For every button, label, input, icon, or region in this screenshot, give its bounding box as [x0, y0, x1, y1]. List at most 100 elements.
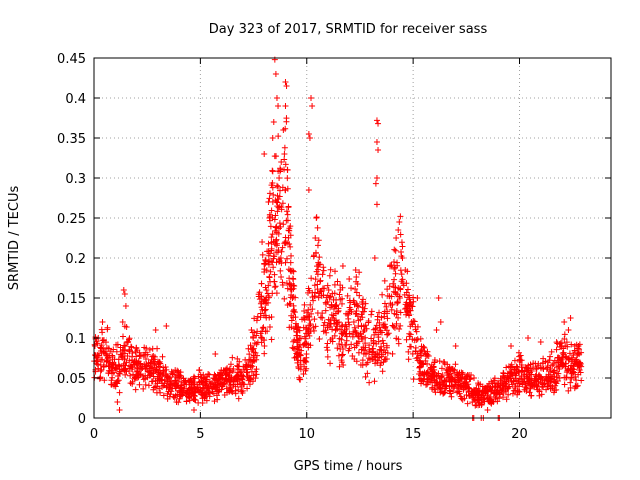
data-point — [157, 389, 164, 396]
data-point — [290, 314, 297, 321]
data-point — [317, 314, 324, 321]
data-point — [532, 375, 539, 382]
data-point — [253, 341, 260, 348]
data-point — [565, 356, 572, 363]
data-point — [551, 373, 558, 380]
data-point — [392, 284, 399, 291]
data-point — [371, 255, 378, 261]
data-point — [279, 281, 286, 288]
data-point — [327, 336, 334, 343]
data-point — [337, 296, 344, 303]
data-point — [300, 371, 307, 378]
data-point — [383, 344, 390, 351]
data-point — [338, 323, 345, 330]
data-point — [317, 277, 324, 284]
data-point — [422, 351, 429, 358]
data-point — [136, 381, 143, 388]
data-point — [261, 350, 268, 357]
data-point — [269, 290, 276, 297]
data-point — [191, 375, 198, 382]
data-point — [362, 351, 369, 358]
data-point — [358, 311, 365, 318]
y-tick-label: 0.45 — [57, 52, 86, 67]
data-point — [267, 223, 274, 230]
data-point — [509, 381, 516, 388]
data-point — [143, 345, 150, 352]
data-point — [96, 375, 103, 382]
data-point — [305, 289, 312, 296]
data-point — [286, 227, 293, 234]
data-point — [262, 306, 269, 313]
data-point — [215, 388, 222, 395]
data-point — [140, 376, 147, 383]
data-point — [379, 291, 386, 298]
data-point — [141, 361, 148, 368]
data-point — [413, 355, 420, 362]
data-point — [571, 343, 578, 349]
data-point — [266, 190, 273, 197]
data-point — [277, 223, 284, 230]
data-point — [262, 256, 269, 263]
data-point — [502, 388, 509, 395]
data-point — [310, 297, 317, 304]
data-point — [578, 377, 585, 384]
data-point — [435, 295, 442, 301]
data-point — [558, 339, 565, 346]
data-point — [271, 216, 278, 223]
data-point — [272, 283, 279, 290]
data-point — [122, 371, 129, 378]
data-point — [464, 371, 471, 378]
data-point — [354, 340, 361, 347]
data-point — [390, 259, 397, 265]
data-point — [305, 344, 312, 351]
data-point — [441, 359, 448, 366]
x-tick-label: 0 — [90, 427, 98, 442]
data-point — [409, 303, 416, 310]
data-point — [391, 324, 398, 331]
data-point — [404, 286, 411, 293]
data-point — [398, 271, 405, 278]
data-point — [115, 377, 122, 384]
data-point — [203, 397, 210, 404]
data-point — [373, 175, 380, 181]
data-point — [355, 349, 362, 356]
data-point — [533, 366, 540, 373]
data-point — [281, 295, 288, 302]
data-point — [384, 331, 391, 338]
data-point — [549, 385, 556, 392]
data-point — [213, 384, 220, 391]
data-point — [368, 308, 375, 315]
data-point — [261, 260, 268, 267]
data-point — [439, 372, 446, 379]
data-point — [356, 292, 363, 299]
data-point — [484, 395, 491, 402]
data-point — [312, 323, 319, 330]
data-point — [330, 296, 337, 303]
data-point — [429, 385, 436, 392]
data-point — [460, 382, 467, 389]
data-point — [212, 351, 219, 357]
data-point — [547, 365, 554, 372]
data-point — [312, 276, 319, 283]
data-point — [305, 131, 312, 137]
data-point — [307, 320, 314, 327]
data-point — [555, 370, 562, 377]
data-point — [337, 346, 344, 353]
data-point — [285, 203, 292, 210]
data-point — [327, 360, 334, 367]
data-point — [276, 175, 283, 181]
data-point — [575, 371, 582, 378]
data-point — [392, 289, 399, 296]
data-point — [166, 393, 173, 400]
data-point — [420, 343, 427, 350]
data-point — [348, 285, 355, 292]
data-point — [322, 307, 329, 314]
data-point — [178, 378, 185, 385]
data-point — [99, 329, 106, 336]
data-point — [407, 331, 414, 338]
data-point — [126, 346, 133, 353]
data-point — [350, 328, 357, 335]
data-point — [422, 357, 429, 364]
data-point — [280, 221, 287, 228]
data-point — [271, 271, 278, 278]
